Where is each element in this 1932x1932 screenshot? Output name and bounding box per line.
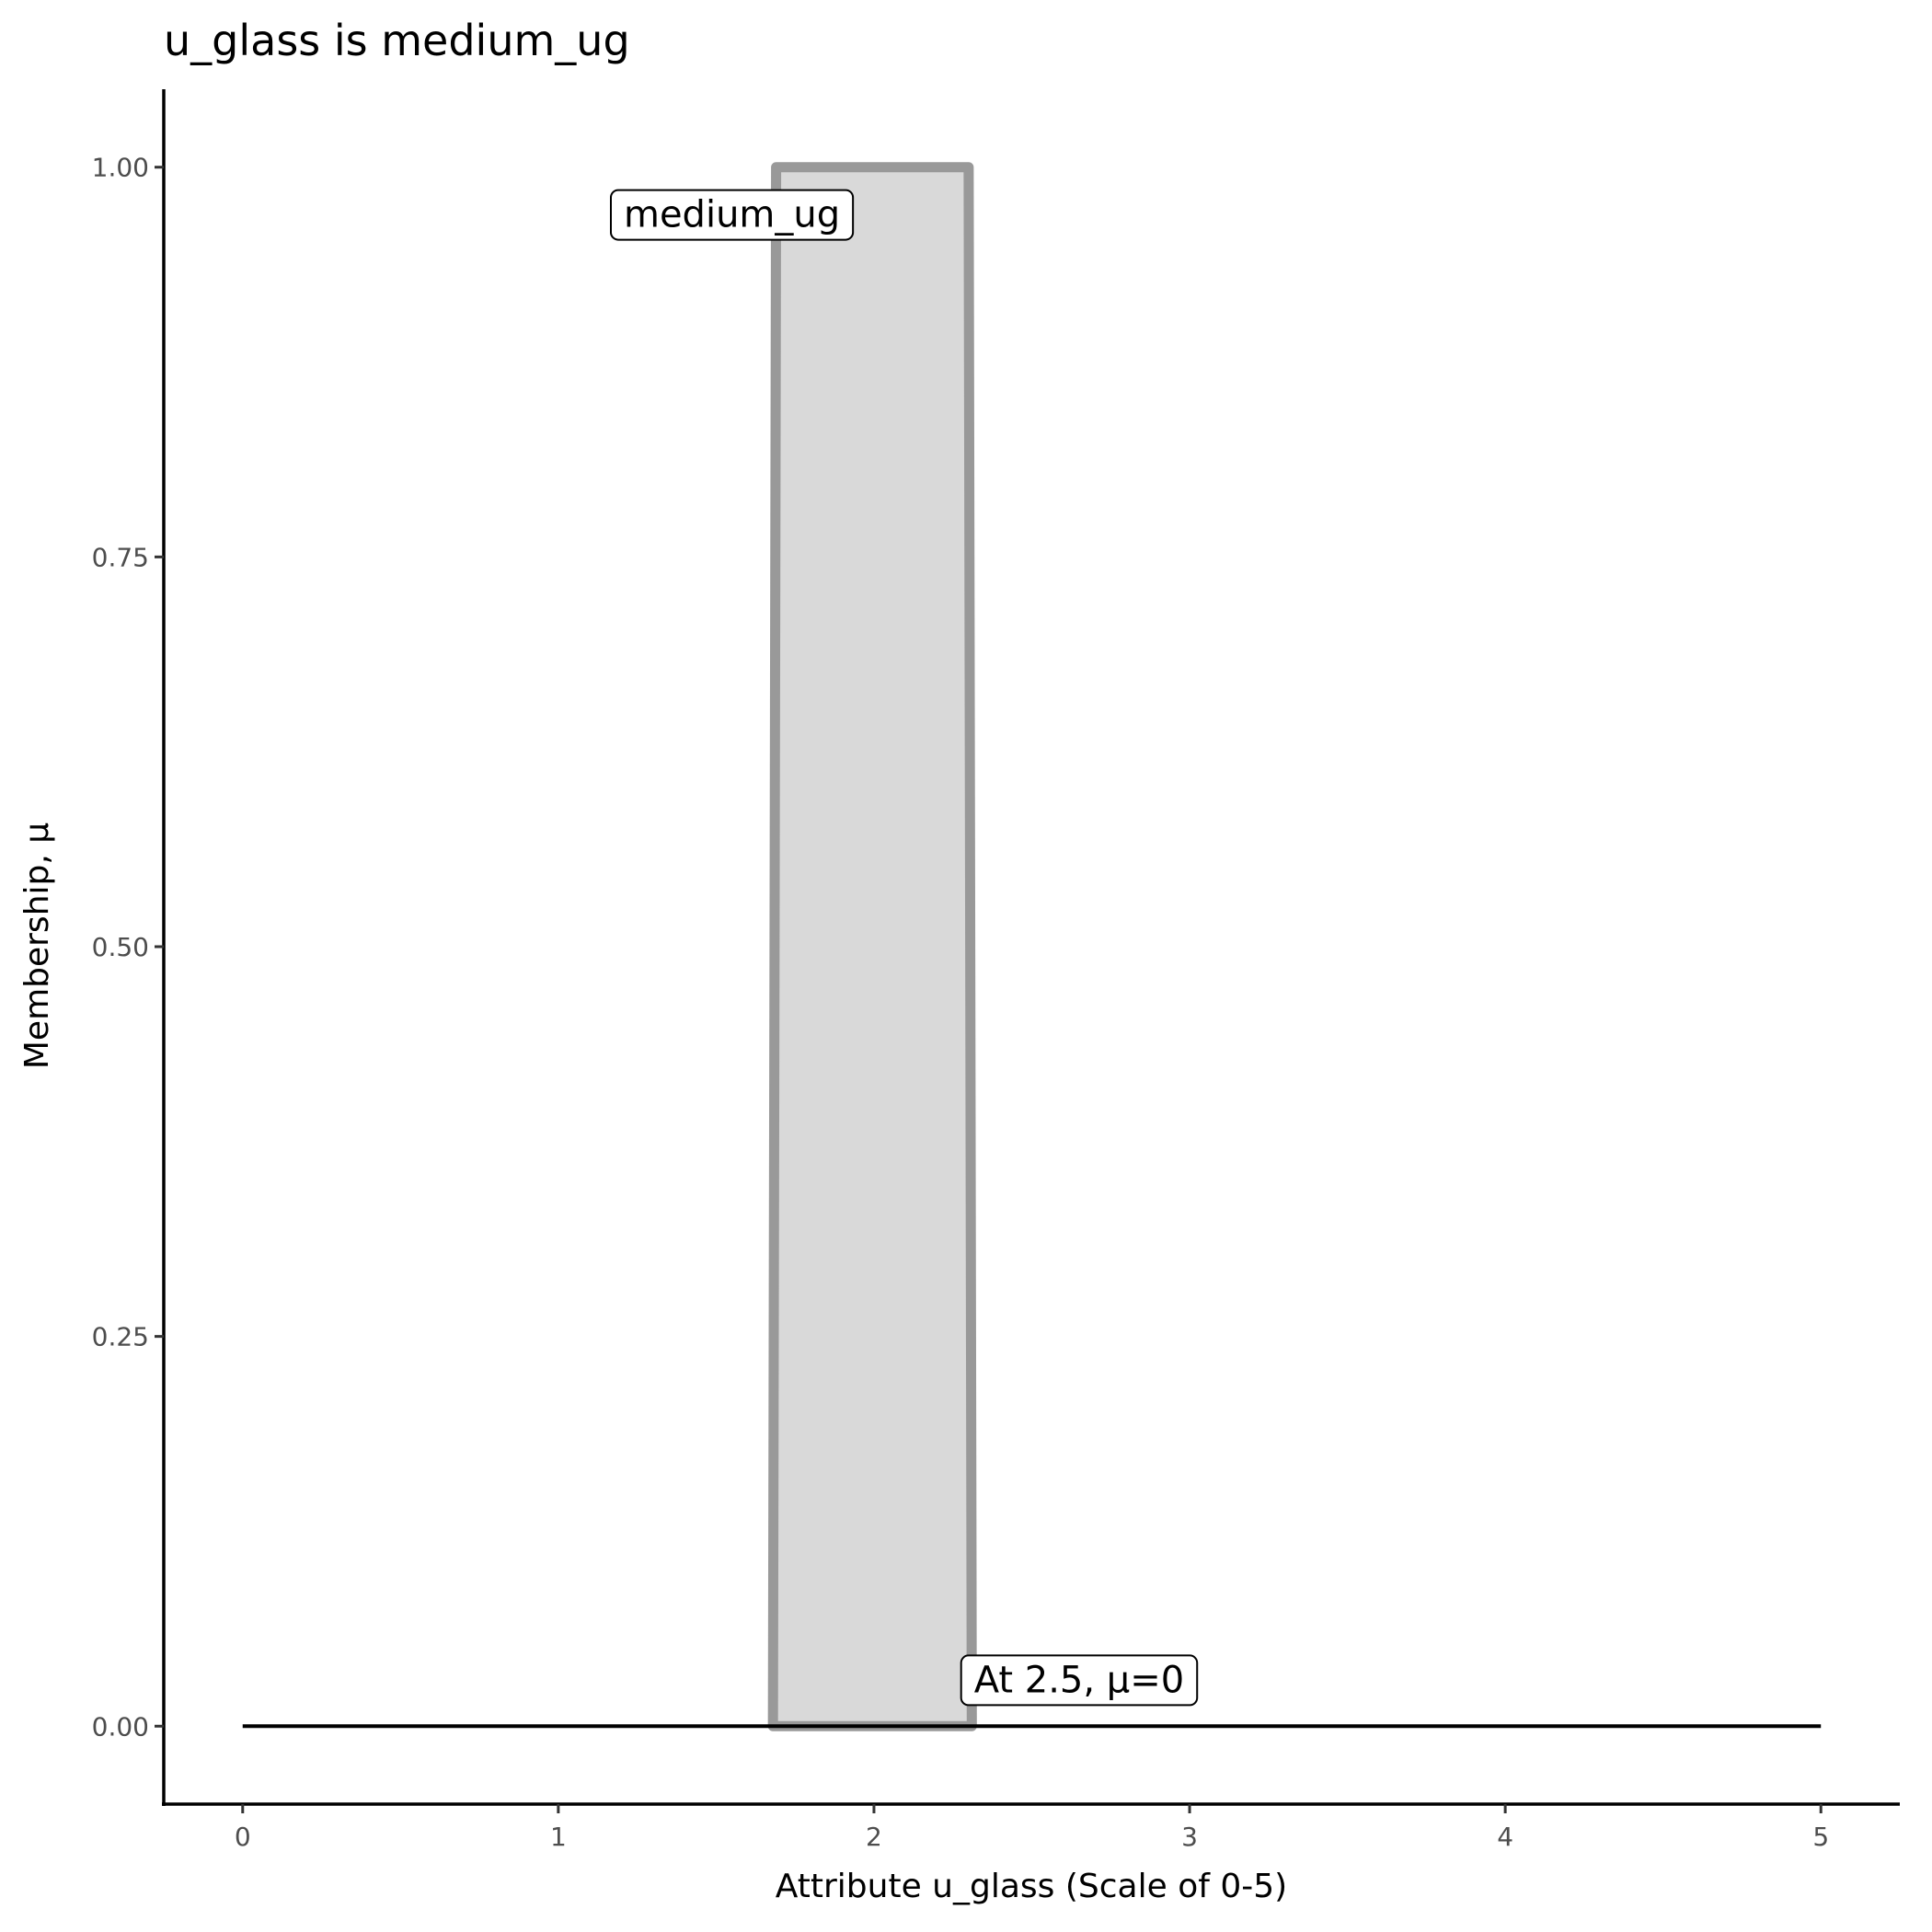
y-tick-label: 0.50 bbox=[92, 932, 149, 962]
annotation-box bbox=[960, 1654, 1199, 1707]
x-tick-label: 2 bbox=[866, 1822, 882, 1852]
x-tick-label: 1 bbox=[550, 1822, 567, 1852]
y-tick-label: 1.00 bbox=[92, 153, 149, 183]
x-tick-label: 0 bbox=[235, 1822, 251, 1852]
x-tick-label: 4 bbox=[1497, 1822, 1513, 1852]
x-tick-label: 5 bbox=[1812, 1822, 1829, 1852]
y-tick-label: 0.00 bbox=[92, 1711, 149, 1742]
annotation-box bbox=[609, 189, 855, 241]
axes: 0 1 2 3 4 5 0.00 0.25 0.50 0.75 1.00 bbox=[92, 89, 1900, 1852]
x-axis-title: Attribute u_glass (Scale of 0-5) bbox=[776, 1868, 1287, 1905]
membership-area bbox=[767, 162, 977, 1731]
y-tick-label: 0.25 bbox=[92, 1322, 149, 1352]
annotation-label: medium_ug bbox=[609, 189, 855, 241]
x-tick-label: 3 bbox=[1181, 1822, 1198, 1852]
annotation-text: medium_ug bbox=[624, 194, 840, 236]
chart-title: u_glass is medium_ug bbox=[164, 16, 630, 65]
plot-area: medium_ug At 2.5, μ=0 bbox=[242, 162, 1822, 1731]
annotation-text: At 2.5, μ=0 bbox=[974, 1659, 1185, 1701]
y-axis-title: Membership, μ bbox=[18, 822, 56, 1069]
annotation-label: At 2.5, μ=0 bbox=[960, 1654, 1199, 1707]
y-tick-label: 0.75 bbox=[92, 542, 149, 572]
